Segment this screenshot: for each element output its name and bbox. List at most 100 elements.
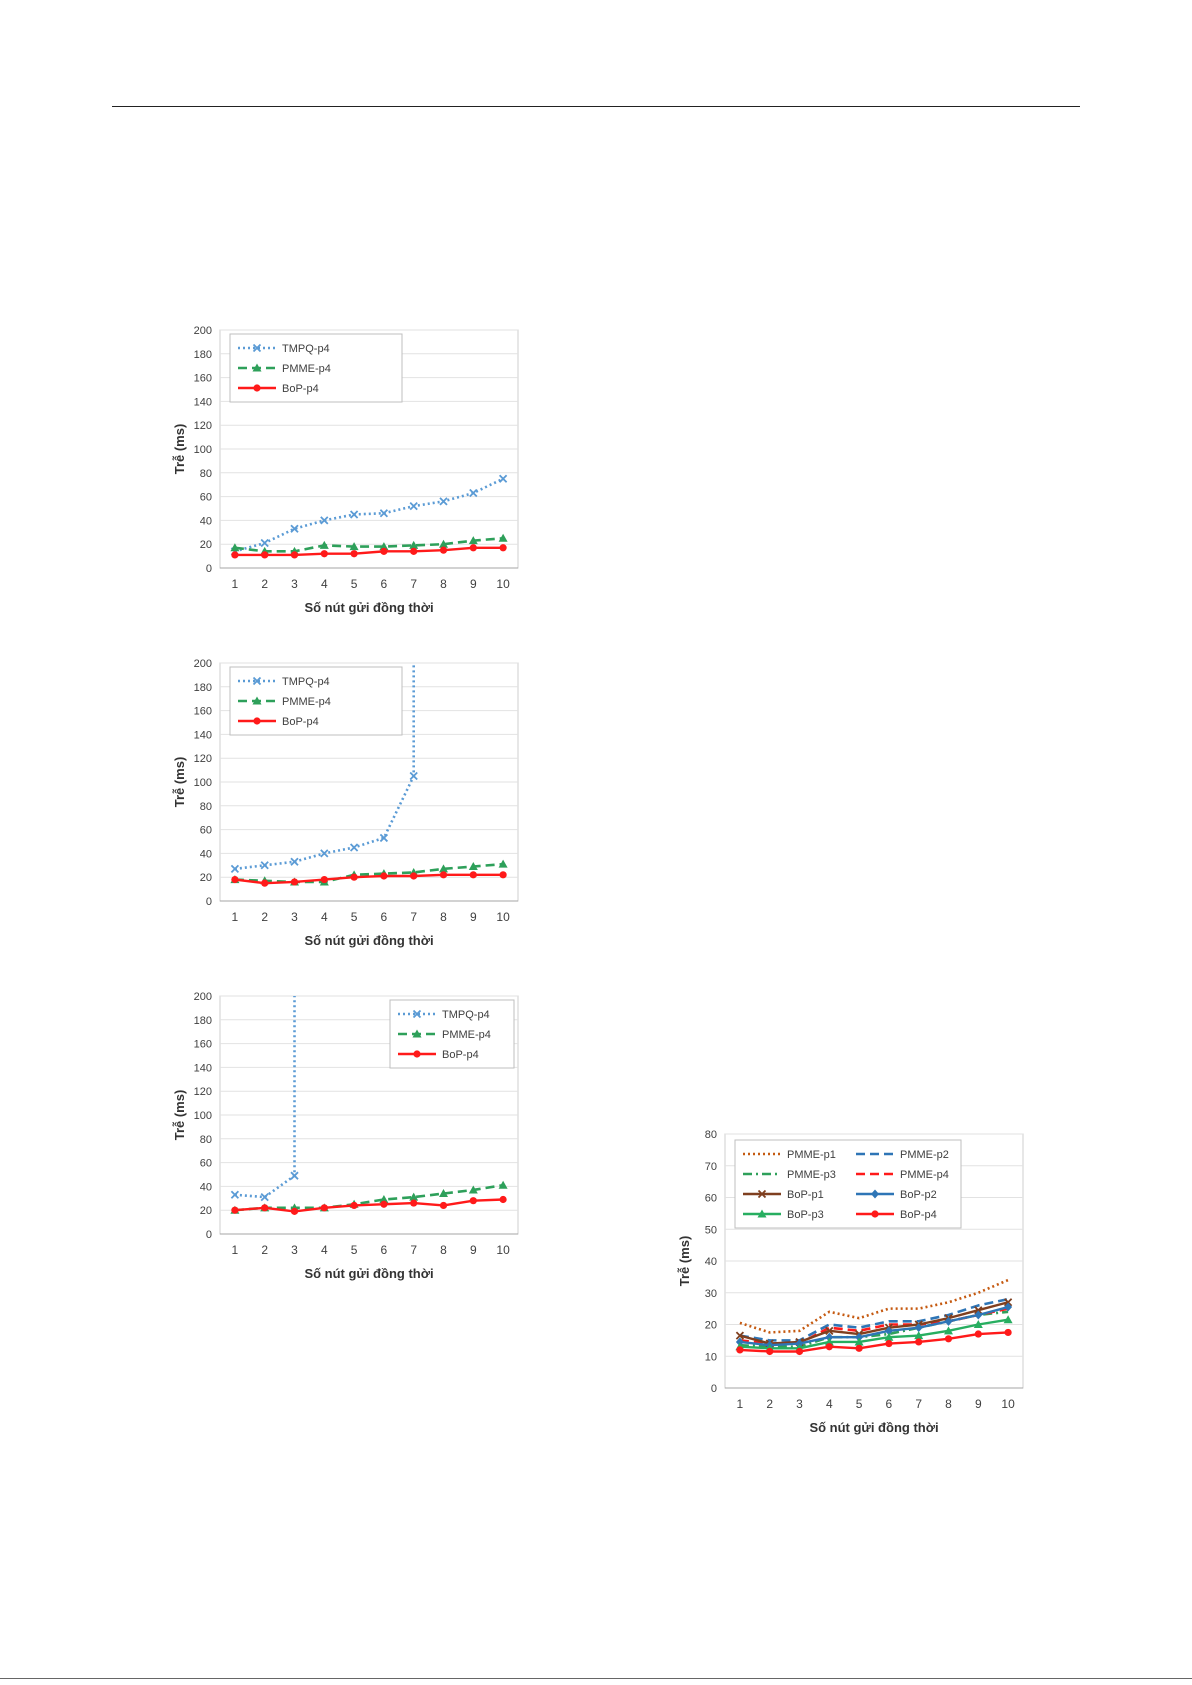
y-tick-label: 0 — [711, 1383, 717, 1395]
y-tick-label: 80 — [705, 1129, 717, 1141]
y-tick-label: 140 — [194, 396, 212, 408]
data-point — [350, 550, 358, 558]
data-point — [320, 550, 328, 558]
data-point — [261, 551, 269, 559]
data-point — [914, 1323, 923, 1333]
data-point — [825, 1326, 834, 1335]
x-tick-label: 9 — [975, 1397, 982, 1411]
y-axis-title: Trễ (ms) — [677, 1236, 692, 1287]
y-tick-label: 180 — [194, 1015, 212, 1027]
series-BoP-p2 — [735, 1302, 1013, 1350]
data-point — [260, 538, 269, 548]
data-point — [499, 1195, 507, 1204]
x-tick-label: 7 — [410, 910, 417, 924]
y-tick-label: 70 — [705, 1161, 717, 1173]
y-tick-label: 50 — [705, 1224, 717, 1236]
data-point — [380, 547, 388, 555]
data-point — [439, 546, 448, 554]
y-tick-labels: 0 10 20 30 40 50 60 70 80 — [705, 1129, 717, 1395]
x-tick-label: 4 — [321, 1243, 328, 1257]
y-tick-label: 160 — [194, 1039, 212, 1051]
data-point — [290, 1207, 299, 1215]
series-line — [234, 1198, 504, 1213]
data-point — [350, 873, 358, 881]
data-point — [380, 872, 388, 880]
chart-delay-3: 0 20 40 60 80 100 120 140 160 180 200 1 2 3 4 5 6 7 8 9 10 Số… — [170, 984, 530, 1294]
x-tick-label: 7 — [410, 1243, 417, 1257]
series-line — [234, 663, 415, 871]
chart-svg: 0 10 20 30 40 50 60 70 80 1 2 3 4 5 6 7 8 9 10 Số nút gửi đ… — [677, 1129, 1024, 1435]
legend: TMPQ-p4 PMME-p4 BoP-p4 — [229, 333, 403, 403]
data-point — [410, 547, 418, 555]
y-tick-label: 160 — [194, 706, 212, 718]
series-group — [230, 474, 508, 559]
chart-delay-2: 0 20 40 60 80 100 120 140 160 180 200 1 2 3 4 5 6 7 8 9 10 Số… — [170, 651, 530, 961]
page-header-rule — [112, 106, 1080, 107]
x-tick-label: 9 — [470, 910, 477, 924]
data-point — [230, 543, 240, 552]
data-point — [439, 871, 448, 879]
chart-delay-1: 0 20 40 60 80 100 120 140 160 180 200 1 2 3 4 5 6 7 8 9 10 Số… — [170, 318, 530, 628]
y-tick-label: 20 — [200, 539, 212, 551]
x-tick-label: 5 — [351, 910, 358, 924]
data-point — [410, 1199, 418, 1207]
y-axis-title: Trễ (ms) — [172, 1090, 187, 1141]
legend-label: PMME-p4 — [282, 696, 331, 708]
data-point — [230, 864, 240, 874]
series-line — [234, 996, 296, 1199]
data-point — [498, 474, 508, 483]
legend-item: PMME-p3 — [743, 1169, 836, 1181]
data-point — [468, 536, 478, 545]
data-point — [766, 1347, 774, 1356]
data-point — [350, 1201, 358, 1210]
data-point — [944, 1316, 953, 1326]
x-tick-label: 10 — [1001, 1397, 1015, 1411]
series-BoP-p4 — [231, 871, 507, 887]
legend-item: TMPQ-p4 — [238, 676, 330, 688]
data-point — [825, 1332, 834, 1342]
data-point — [290, 1171, 299, 1180]
y-axis-title: Trễ (ms) — [172, 757, 187, 808]
legend-item: PMME-p4 — [238, 363, 331, 375]
data-point — [974, 1310, 983, 1320]
legend-item: TMPQ-p4 — [238, 343, 330, 355]
series-BoP-p4 — [736, 1328, 1012, 1356]
legend-item: BoP-p1 — [743, 1189, 824, 1201]
data-point — [884, 1332, 894, 1341]
x-tick-label: 3 — [796, 1397, 803, 1411]
data-point — [261, 879, 269, 887]
x-tick-label: 9 — [470, 1243, 477, 1257]
series-line — [739, 1297, 1009, 1342]
x-tick-label: 2 — [261, 577, 268, 591]
data-point — [498, 1180, 508, 1189]
data-point — [855, 1344, 863, 1352]
data-point — [290, 524, 299, 533]
legend-marker — [757, 1209, 767, 1218]
data-point — [260, 861, 269, 870]
data-point — [409, 771, 418, 781]
series-line — [234, 1183, 504, 1212]
data-point — [825, 1343, 833, 1351]
y-tick-label: 180 — [194, 349, 212, 361]
legend-label: BoP-p4 — [900, 1209, 937, 1221]
data-point — [1004, 1302, 1013, 1312]
data-point — [885, 1339, 893, 1348]
legend-marker — [252, 696, 262, 705]
data-point — [914, 1331, 924, 1340]
data-point — [290, 551, 299, 559]
y-tick-label: 80 — [200, 801, 212, 813]
y-tick-label: 200 — [194, 991, 212, 1003]
y-tick-label: 60 — [200, 492, 212, 504]
data-point — [380, 1200, 388, 1208]
legend-label: BoP-p3 — [787, 1209, 824, 1221]
y-tick-labels: 0 20 40 60 80 100 120 140 160 180 200 — [194, 991, 212, 1241]
x-axis-title: Số nút gửi đồng thời — [304, 600, 433, 615]
x-tick-label: 3 — [291, 1243, 298, 1257]
data-point — [469, 1197, 477, 1205]
x-tick-label: 9 — [470, 577, 477, 591]
x-tick-label: 2 — [766, 1397, 773, 1411]
y-tick-label: 20 — [705, 1320, 717, 1332]
legend-marker — [252, 363, 262, 372]
x-tick-label: 10 — [496, 910, 510, 924]
legend-item: BoP-p4 — [856, 1209, 937, 1221]
